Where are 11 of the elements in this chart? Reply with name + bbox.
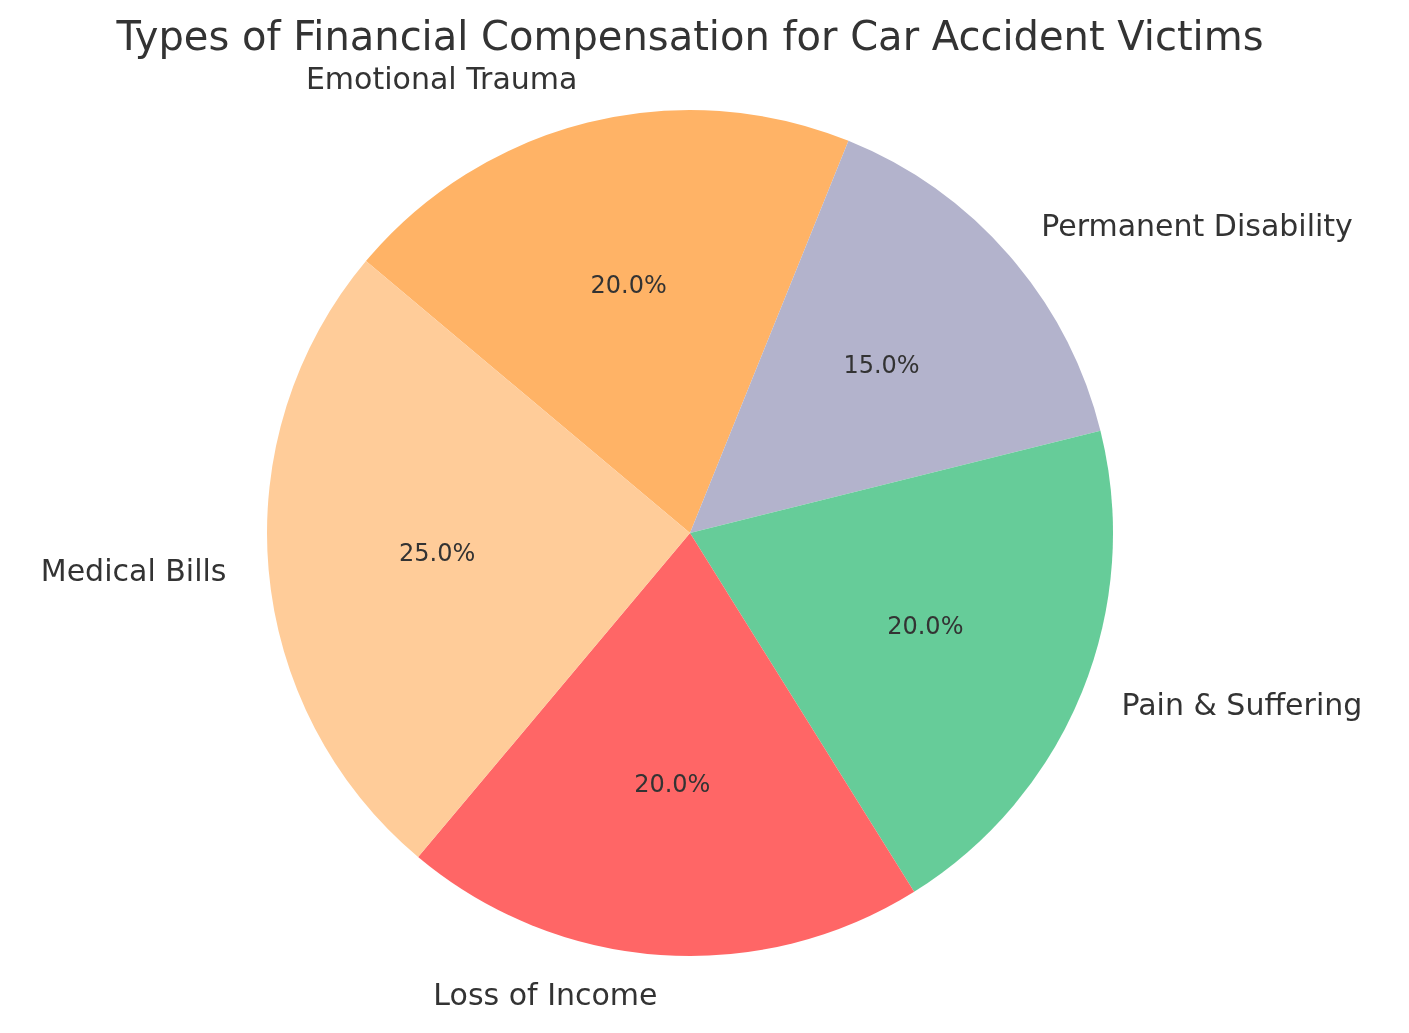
- data-label: 20.0%: [590, 270, 667, 299]
- data-label: 25.0%: [399, 539, 476, 568]
- slice-label: Emotional Trauma: [305, 61, 578, 97]
- slice-label: Pain & Suffering: [1121, 687, 1363, 723]
- slice-label: Loss of Income: [433, 976, 658, 1012]
- chart-title: Types of Financial Compensation for Car Accident Victims: [115, 13, 1264, 60]
- data-label: 20.0%: [634, 770, 711, 799]
- data-label: 20.0%: [887, 612, 964, 641]
- slice-label: Medical Bills: [40, 553, 227, 589]
- data-label: 15.0%: [843, 350, 920, 379]
- slice-label: Permanent Disability: [1041, 207, 1353, 243]
